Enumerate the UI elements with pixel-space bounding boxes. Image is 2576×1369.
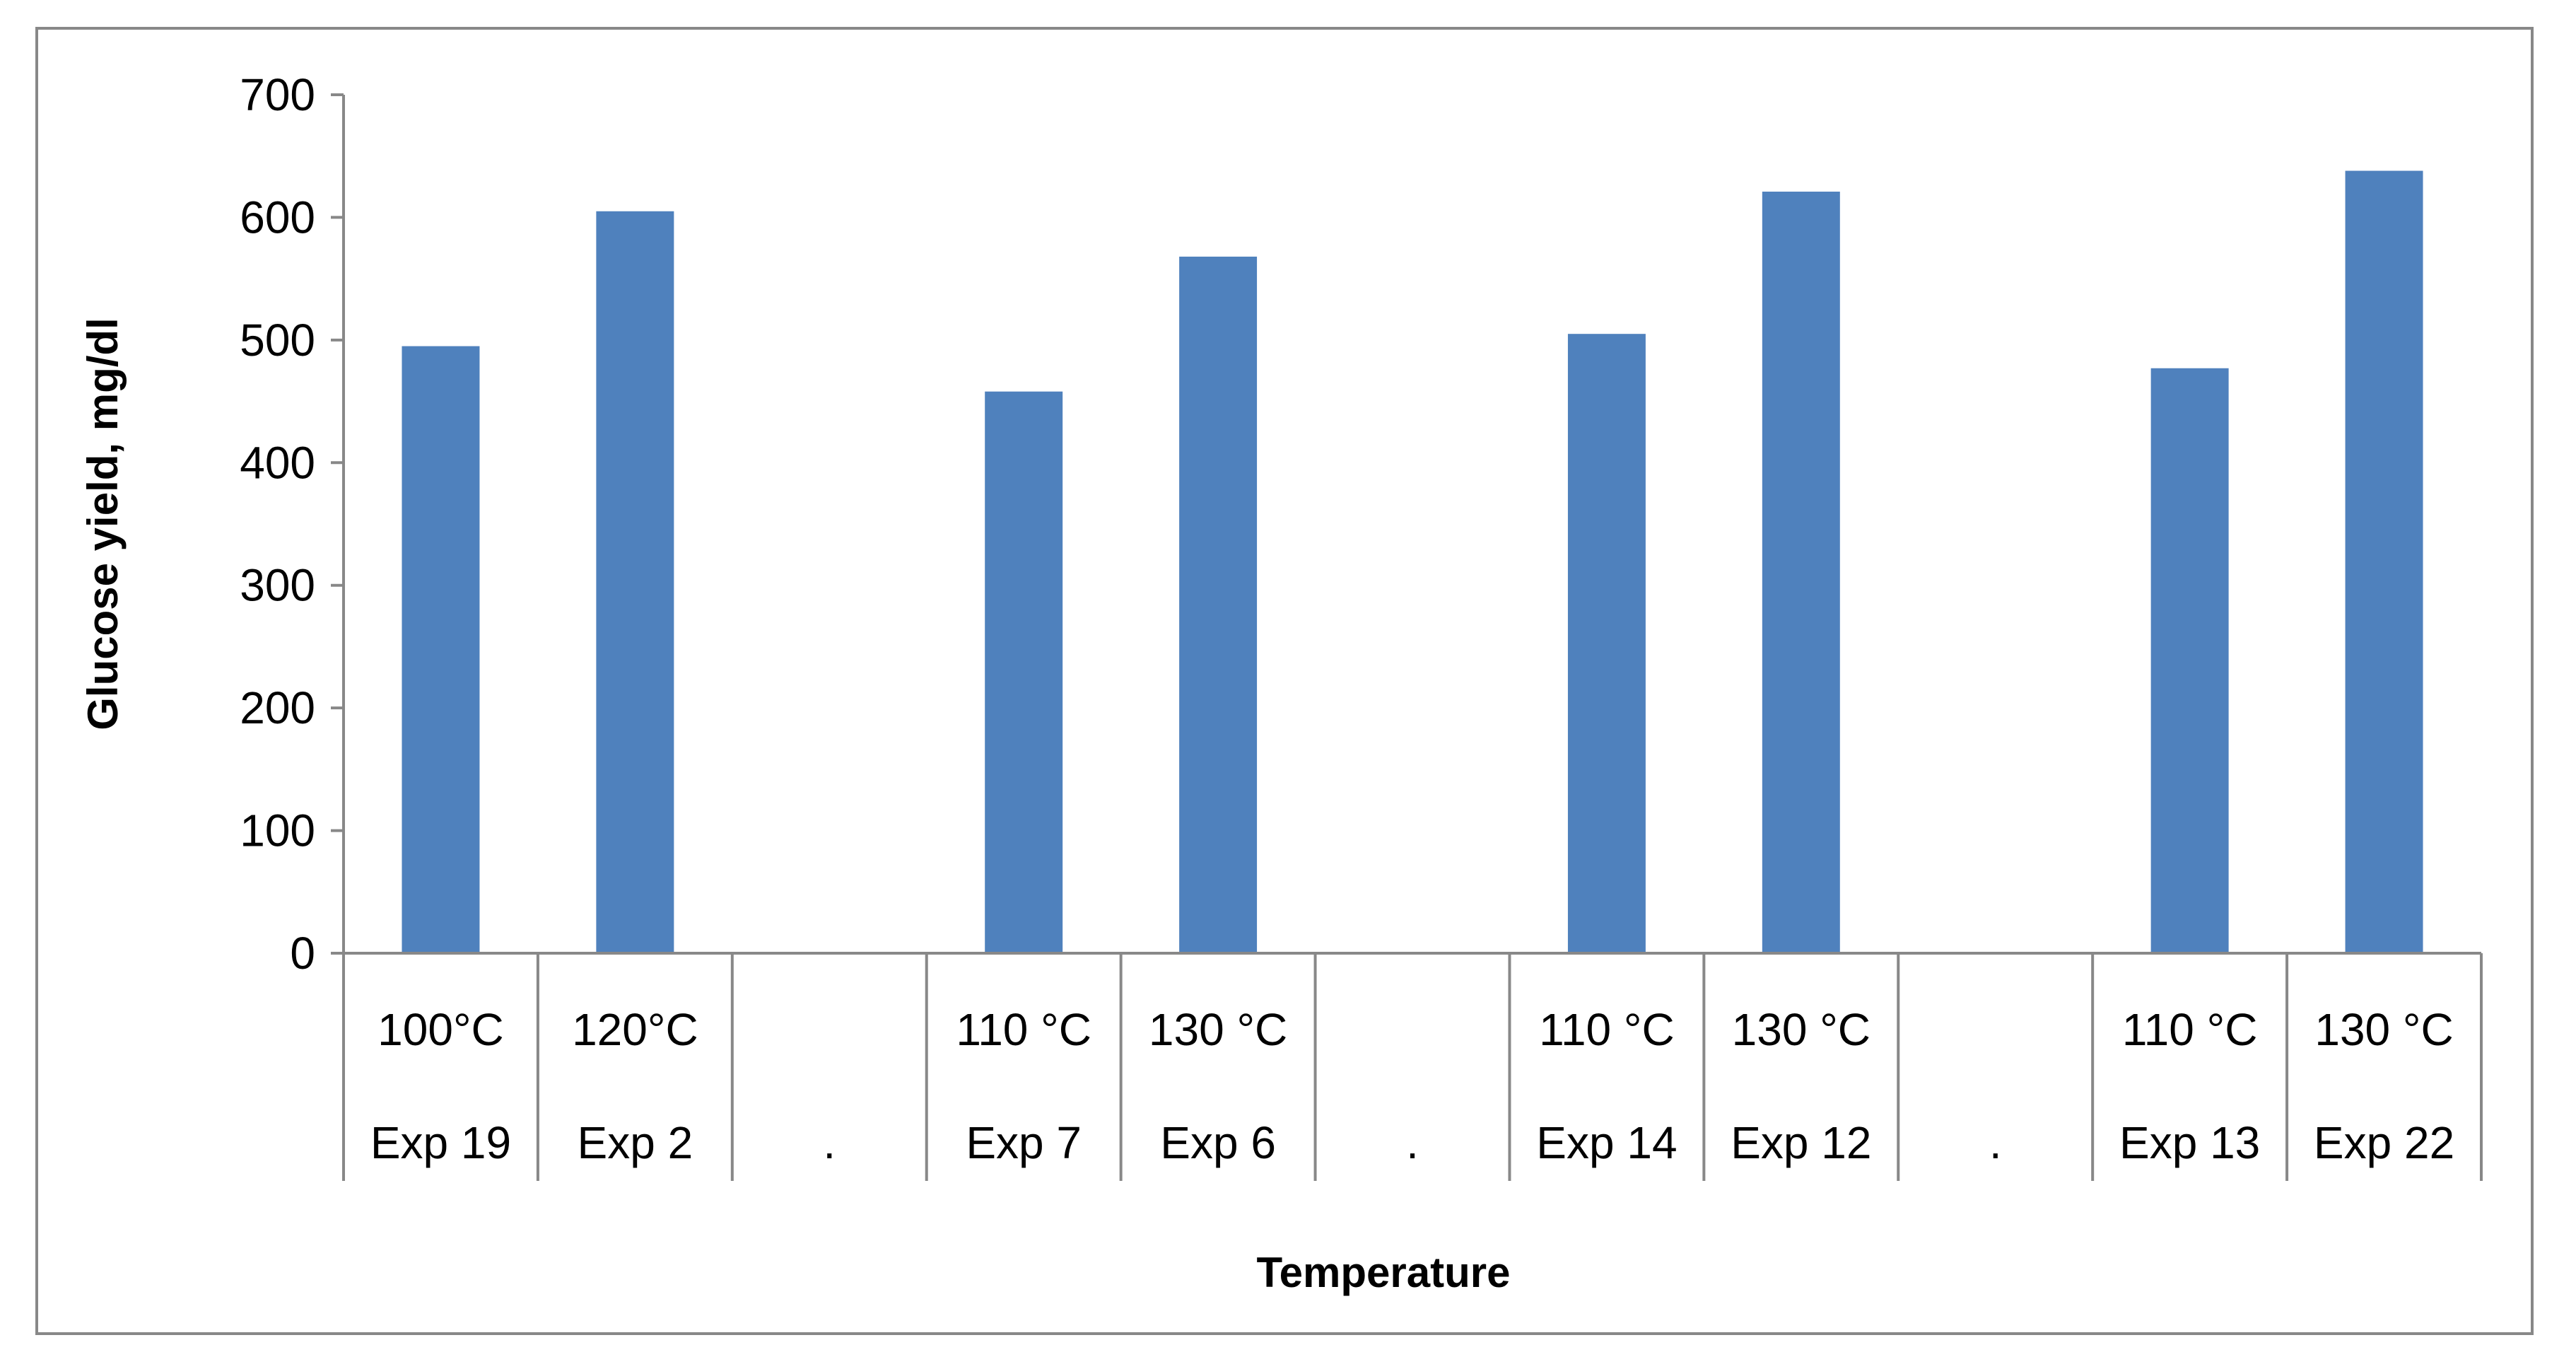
x-category-temperature-label: 130 °C [2314, 1004, 2453, 1055]
y-tick-label: 500 [240, 315, 315, 366]
y-tick-label: 300 [240, 560, 315, 611]
bar [596, 211, 674, 954]
x-category-temperature-label: 120°C [572, 1004, 698, 1055]
x-axis-title: Temperature [1256, 1249, 1510, 1296]
x-category-experiment-label: Exp 13 [2119, 1117, 2260, 1168]
x-category-temperature-label: 110 °C [2122, 1004, 2258, 1055]
x-category-experiment-label: . [823, 1117, 836, 1168]
bar [1179, 256, 1258, 953]
x-category-temperature-label: 130 °C [1732, 1004, 1870, 1055]
x-category-experiment-label: . [1989, 1117, 2002, 1168]
x-category-temperature-label: 130 °C [1149, 1004, 1287, 1055]
y-tick-label: 0 [290, 928, 315, 979]
bars [402, 170, 2423, 954]
bar [1567, 334, 1646, 954]
bar [402, 346, 480, 953]
y-tick-label: 700 [240, 69, 315, 120]
x-category-temperature-label: 100°C [377, 1004, 504, 1055]
y-tick-label: 400 [240, 437, 315, 488]
bar [985, 391, 1063, 953]
x-category-temperature-label: 110 °C [1539, 1004, 1675, 1055]
x-category-experiment-label: Exp 7 [966, 1117, 1082, 1168]
x-category-experiment-label: Exp 2 [578, 1117, 693, 1168]
x-category-experiment-label: Exp 14 [1536, 1117, 1677, 1168]
x-category-experiment-label: . [1406, 1117, 1419, 1168]
x-category-experiment-label: Exp 22 [2314, 1117, 2454, 1168]
x-category-experiment-label: Exp 19 [370, 1117, 511, 1168]
x-category-experiment-label: Exp 12 [1731, 1117, 1871, 1168]
y-axis-title: Glucose yield, mg/dl [79, 318, 127, 730]
bar [2150, 368, 2229, 953]
x-category-experiment-label: Exp 6 [1160, 1117, 1276, 1168]
y-tick-label: 200 [240, 682, 315, 733]
x-category-temperature-label: 110 °C [956, 1004, 1091, 1055]
bar [1762, 192, 1840, 954]
y-axis-ticks: 0 100 200 300 400 500 600 700 [240, 69, 344, 979]
x-axis-categories: 100°C Exp 19 120°C Exp 2. 110 °C Exp 7 130 °C E… [342, 953, 2483, 1181]
bar [2345, 170, 2423, 953]
y-tick-label: 600 [240, 192, 315, 243]
y-tick-label: 100 [240, 805, 315, 856]
